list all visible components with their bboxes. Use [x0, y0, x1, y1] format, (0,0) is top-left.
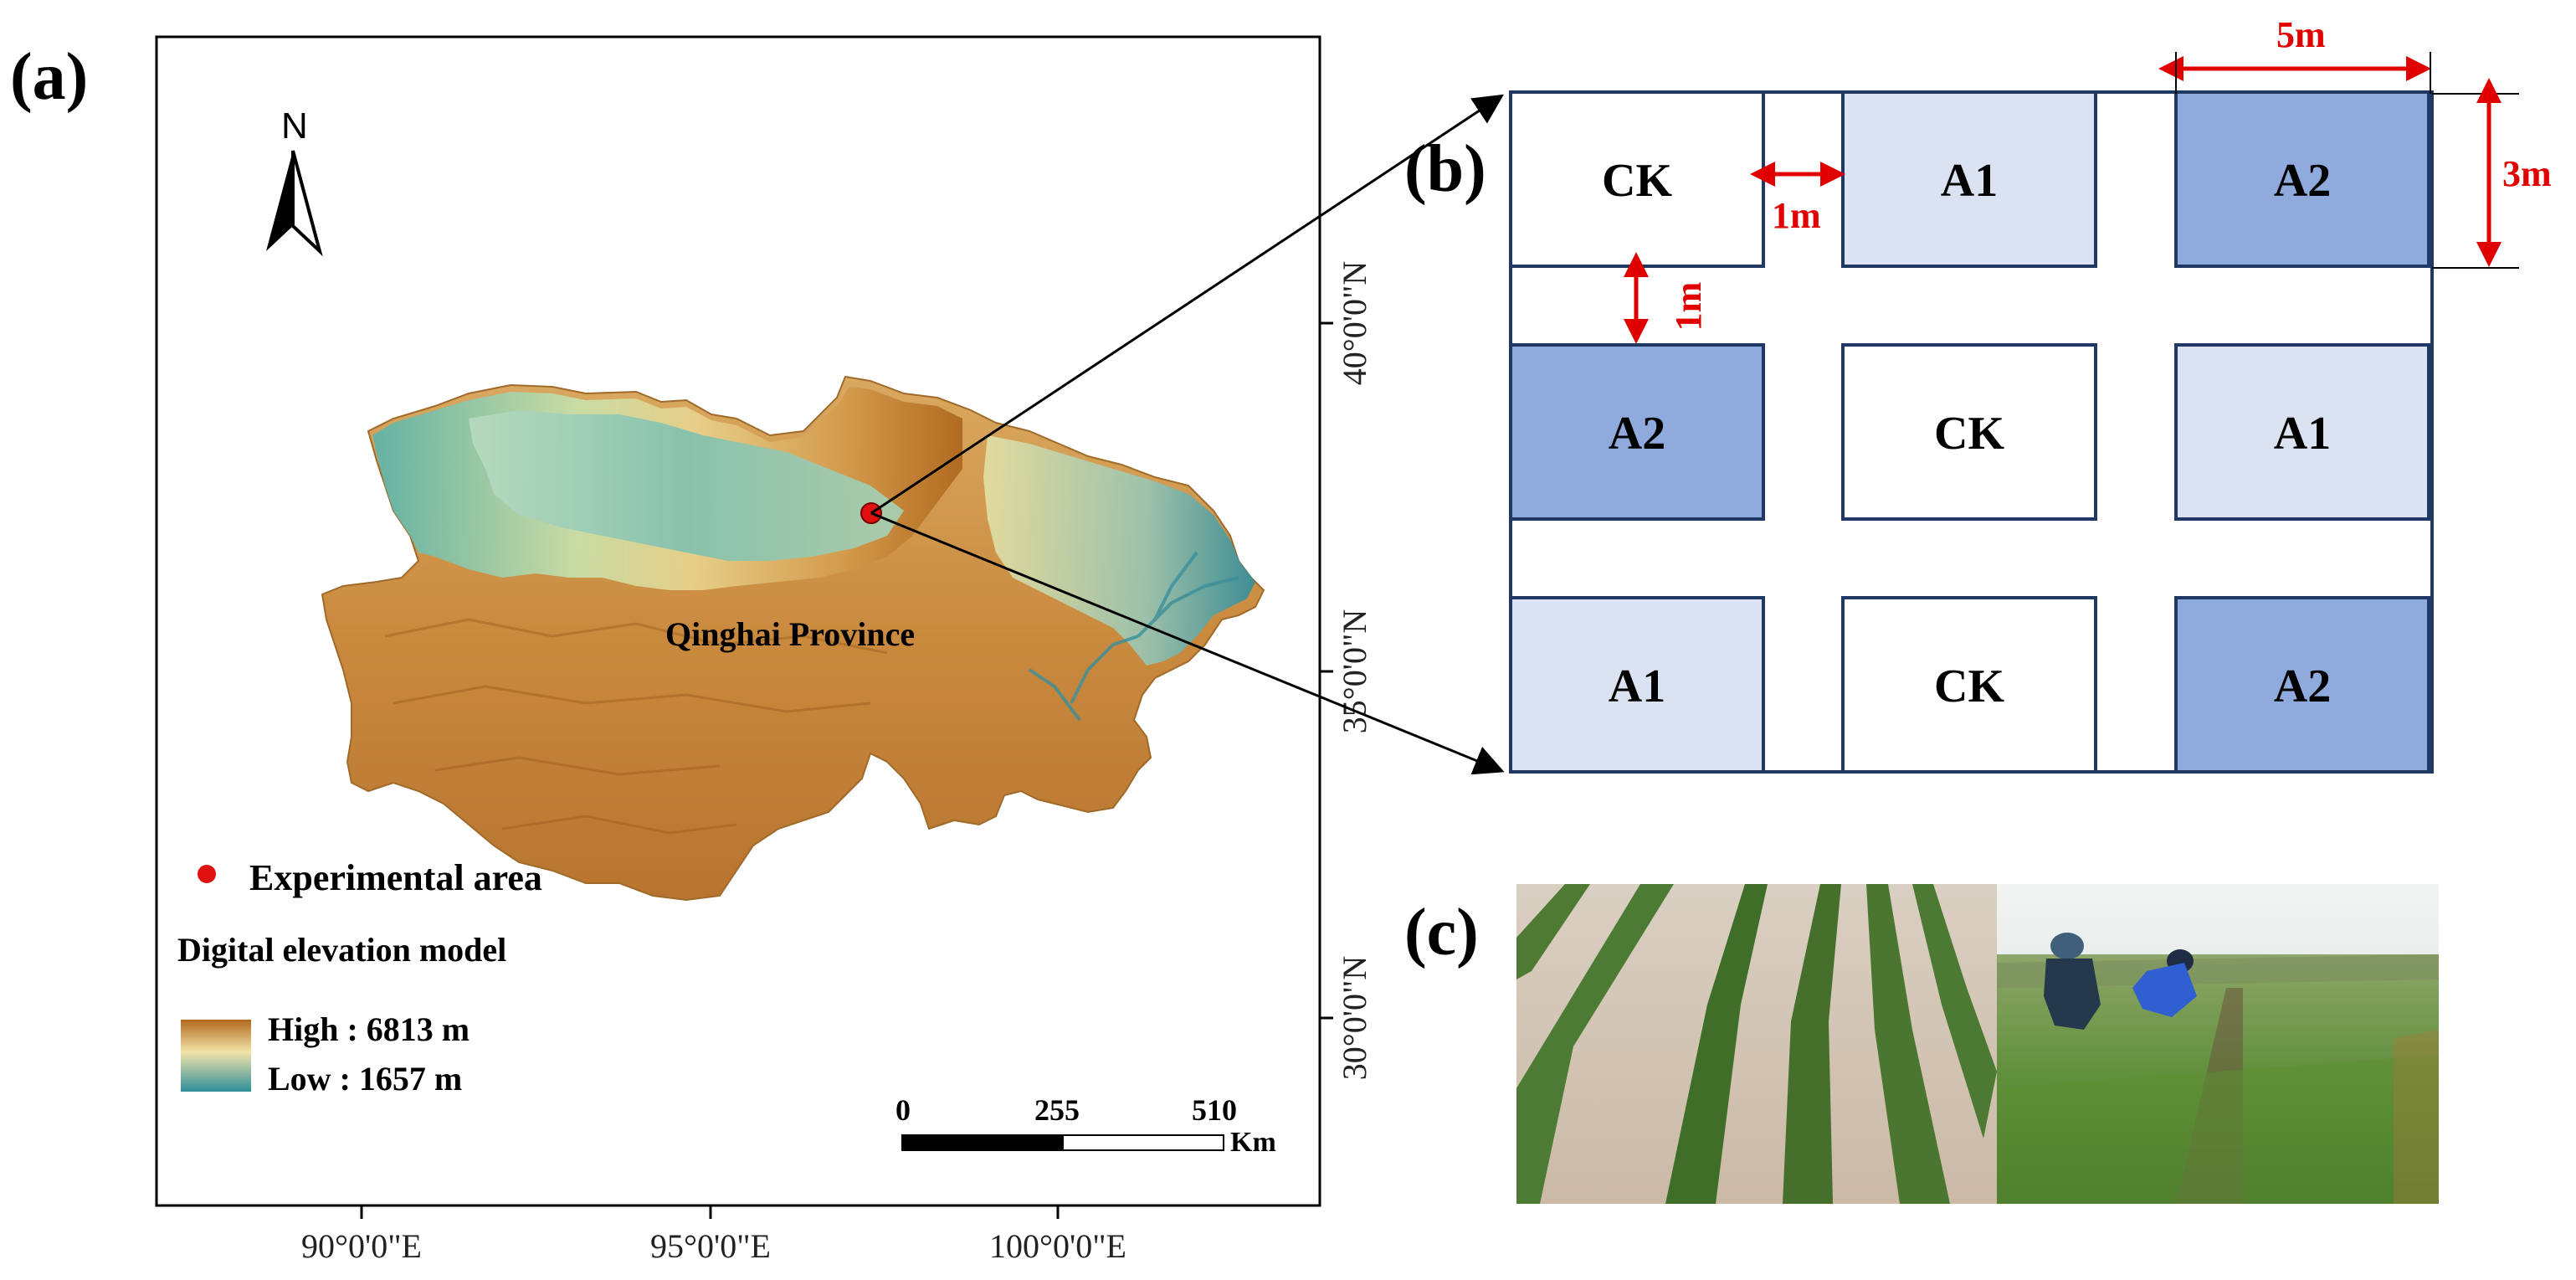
plot-cell-r3-c3	[2174, 596, 2430, 774]
plot-cell-label-r2-c2: CK	[1934, 408, 2004, 460]
plot-cell-r3-c1	[1509, 596, 1765, 774]
x-tick-90e: 90°0'0"E	[301, 1227, 422, 1265]
plot-cell-r1-c2	[1841, 90, 2097, 268]
plot-cell-label-r3-c2: CK	[1934, 661, 2004, 712]
gap-vertical-label: 1m	[1668, 282, 1709, 332]
x-tick-95e: 95°0'0"E	[650, 1227, 771, 1265]
basin-core	[469, 410, 904, 561]
scale-tick-0: 0	[895, 1093, 911, 1127]
plot-cell-label-r2-c3: A1	[2274, 408, 2331, 460]
map-frame	[155, 35, 1321, 1207]
legend-point-label: Experimental area	[249, 857, 542, 898]
connector-line-bottom	[870, 511, 1505, 775]
plot-cell-label-r2-c1: A2	[1609, 408, 1665, 460]
north-label: N	[281, 105, 308, 147]
panel-label-b: (b)	[1404, 132, 1486, 206]
qinghai-dem-map	[321, 375, 1265, 902]
y-tick-40n: 40°0'0"N	[1336, 261, 1373, 385]
gap-horizontal-label: 1m	[1772, 195, 1821, 236]
x-tick-100e: 100°0'0"E	[989, 1227, 1126, 1265]
plot-cell-label-r3-c1: A1	[1609, 661, 1665, 712]
scale-tick-255: 255	[1034, 1093, 1080, 1127]
scale-bar	[901, 1134, 1224, 1151]
legend-high-label: High : 6813 m	[268, 1010, 470, 1048]
scale-unit: Km	[1230, 1127, 1276, 1158]
legend-color-ramp	[181, 1020, 251, 1092]
plot-cell-r1-c3	[2174, 90, 2430, 268]
plot-cell-r3-c2	[1841, 596, 2097, 774]
plot-cell-label-r3-c3: A2	[2274, 661, 2331, 712]
worker-left	[2044, 933, 2101, 1030]
north-arrow-icon	[266, 150, 323, 257]
plot-cell-r2-c2	[1841, 343, 2097, 521]
plot-cell-label-r1-c3: A2	[2274, 155, 2331, 207]
field-rows-photo	[1516, 884, 1997, 1204]
plot-grid: CK A1 A2 A2 CK A1 A1 CK A2	[1509, 90, 2430, 774]
plot-cell-label-r1-c1: CK	[1602, 155, 1672, 207]
y-tick-30n: 30°0'0"N	[1336, 956, 1373, 1080]
eastern-river-valleys	[983, 435, 1255, 666]
river-network	[1028, 551, 1239, 722]
plot-cell-r2-c3	[2174, 343, 2430, 521]
panel-label-c: (c)	[1404, 896, 1479, 969]
connector-line-top	[870, 94, 1505, 515]
plot-cell-label-r1-c2: A1	[1941, 155, 1998, 207]
width-dimension-label: 5m	[2276, 14, 2326, 55]
plot-cell-r2-c1	[1509, 343, 1765, 521]
scale-tick-510: 510	[1192, 1093, 1237, 1127]
panel-label-a: (a)	[10, 40, 88, 114]
y-tick-35n: 35°0'0"N	[1336, 609, 1373, 733]
terrain-ridges	[384, 618, 888, 835]
axis-ticks	[360, 321, 1333, 1219]
region-label: Qinghai Province	[665, 615, 915, 653]
field-workers-photo	[1997, 884, 2439, 1204]
height-dimension-label: 3m	[2502, 153, 2552, 194]
worker-right	[2132, 949, 2197, 1017]
legend-point-marker-icon	[198, 865, 216, 883]
legend-dem-title: Digital elevation model	[177, 931, 506, 969]
legend-low-label: Low : 1657 m	[268, 1060, 462, 1098]
